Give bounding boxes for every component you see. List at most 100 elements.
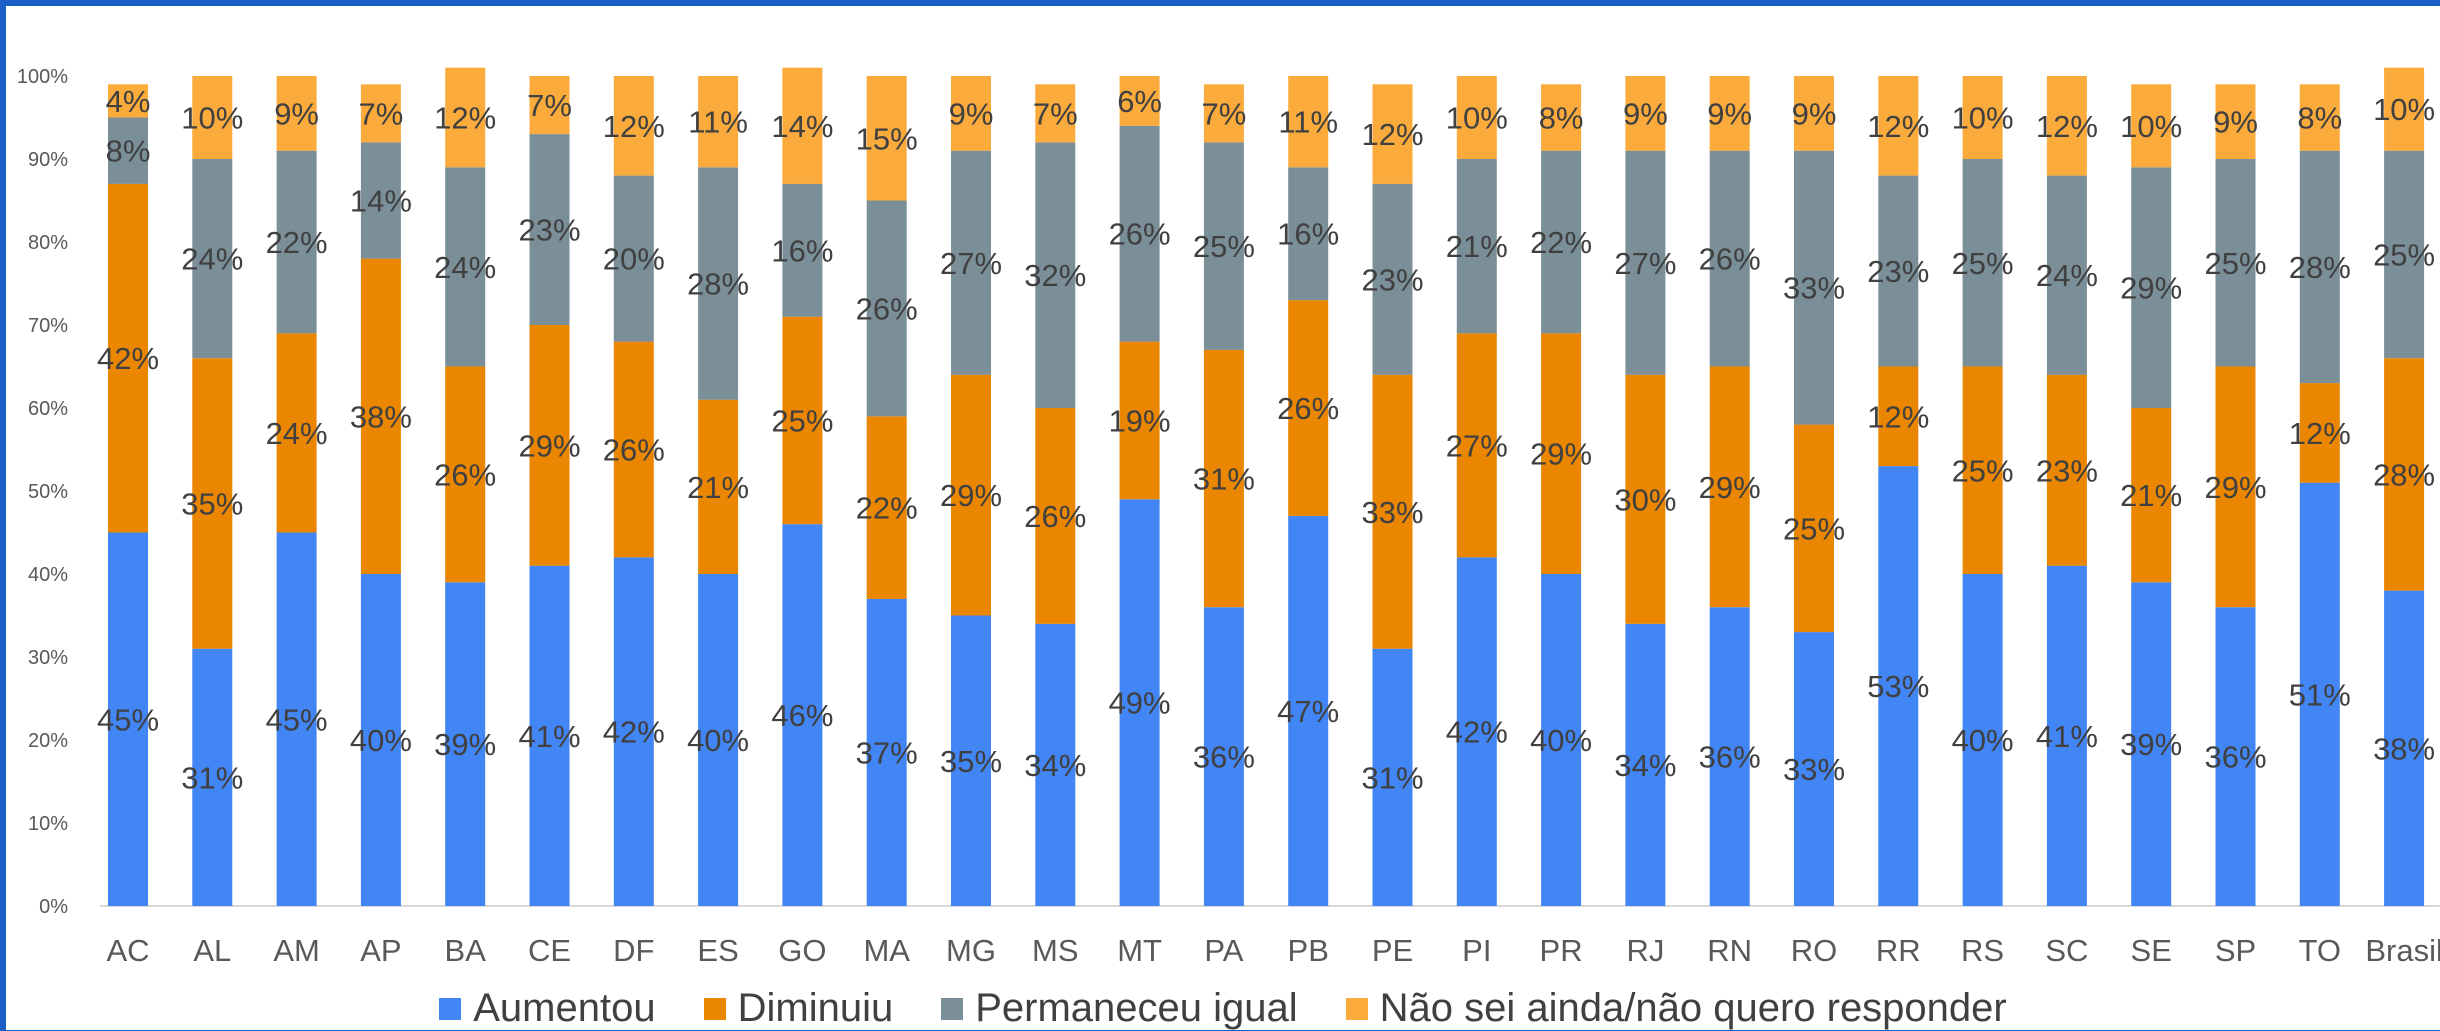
data-label: 35% [940, 744, 1002, 779]
bar-segment [2384, 358, 2425, 591]
data-label: 15% [856, 121, 918, 156]
legend-label: Permaneceu igual [975, 986, 1298, 1030]
data-label: 40% [1530, 723, 1592, 758]
bar-segment [360, 142, 401, 259]
legend-label: Não sei ainda/não quero responder [1379, 986, 2007, 1030]
x-tick-label: RO [1791, 933, 1838, 968]
bar-segment [1541, 84, 1582, 151]
legend-item: Permaneceu igual [941, 986, 1298, 1031]
y-tick-label: 60% [28, 398, 68, 420]
x-tick-label: PR [1540, 933, 1583, 968]
x-tick-label: Brasil [2365, 933, 2440, 968]
bar-segment [1372, 183, 1413, 375]
data-label: 9% [274, 96, 319, 131]
x-tick-label: MS [1032, 933, 1079, 968]
data-label: 26% [603, 433, 665, 468]
data-label: 32% [1024, 258, 1086, 293]
bar-segment [951, 150, 991, 375]
data-label: 34% [1614, 748, 1676, 783]
bar-segment [360, 84, 401, 143]
bar-segment [529, 76, 570, 135]
x-tick-label: GO [778, 933, 826, 968]
bar-segment [698, 76, 739, 168]
data-label: 33% [1361, 495, 1423, 530]
bar-segment [1625, 150, 1666, 375]
bar-segment [1878, 76, 1919, 176]
data-label: 19% [1109, 403, 1171, 438]
bar-segment [782, 67, 823, 184]
data-label: 28% [2373, 457, 2435, 492]
bar-segment [2215, 159, 2256, 367]
data-label: 42% [1446, 715, 1508, 750]
data-label: 34% [1024, 748, 1086, 783]
bar-segment [1288, 300, 1329, 516]
data-label: 12% [434, 101, 496, 136]
x-tick-label: RN [1707, 933, 1752, 968]
data-label: 45% [97, 702, 159, 737]
bar-segment [2046, 374, 2087, 566]
y-tick-label: 50% [28, 481, 68, 503]
bar-segment [529, 325, 570, 566]
data-label: 45% [266, 702, 328, 737]
data-label: 41% [518, 719, 580, 754]
bar-segment [1794, 150, 1834, 425]
bar-segment [1372, 84, 1413, 184]
data-label: 46% [771, 698, 833, 733]
bar-segment [2131, 408, 2172, 583]
x-tick-label: CE [528, 933, 571, 968]
legend-label: Aumentou [473, 986, 656, 1030]
data-label: 16% [1277, 217, 1339, 252]
data-label: 36% [1699, 740, 1761, 775]
data-label: 29% [1699, 470, 1761, 505]
bar-segment [192, 76, 233, 159]
bar-segment [698, 167, 739, 400]
bar-segment [1625, 623, 1666, 906]
x-tick-label: AL [193, 933, 231, 968]
bar-segment [1456, 557, 1497, 906]
y-tick-label: 20% [28, 730, 68, 752]
data-label: 12% [1361, 117, 1423, 152]
bar-segment [1119, 341, 1160, 500]
bar-segment [1962, 159, 2003, 367]
data-label: 16% [771, 233, 833, 268]
data-label: 9% [949, 96, 994, 131]
bar-segment [1456, 159, 1497, 334]
data-label: 39% [2120, 727, 2182, 762]
bar-segment [1709, 366, 1750, 608]
data-label: 33% [1783, 271, 1845, 306]
bar-segment [1541, 150, 1582, 334]
bar-segment [529, 565, 570, 906]
bar-segment [1288, 167, 1329, 301]
data-label: 26% [1699, 242, 1761, 277]
bar-segment [1625, 374, 1666, 624]
data-label: 24% [434, 250, 496, 285]
bar-segment [1962, 366, 2003, 574]
bar-segment [360, 258, 401, 574]
data-label: 10% [1952, 101, 2014, 136]
data-label: 8% [1539, 101, 1584, 136]
legend-item: Aumentou [439, 986, 656, 1031]
bar-segment [866, 200, 907, 417]
data-label: 25% [1193, 229, 1255, 264]
data-label: 42% [97, 341, 159, 376]
bar-segment [1035, 142, 1076, 408]
data-label: 38% [350, 399, 412, 434]
bar-segment [1119, 125, 1160, 342]
bar-segment [1288, 515, 1329, 906]
bar-segment [2131, 582, 2172, 906]
y-tick-label: 70% [28, 315, 68, 337]
bar-segment [192, 159, 233, 359]
bar-segment [1035, 408, 1076, 624]
data-label: 40% [687, 723, 749, 758]
y-tick-label: 80% [28, 232, 68, 254]
data-label: 40% [350, 723, 412, 758]
bar-segment [2215, 607, 2256, 906]
data-label: 9% [1707, 96, 1752, 131]
legend-swatch [703, 997, 726, 1020]
bar-segment [698, 399, 739, 574]
y-tick-label: 40% [28, 564, 68, 586]
data-label: 36% [1193, 740, 1255, 775]
data-label: 10% [1446, 101, 1508, 136]
data-label: 29% [1530, 437, 1592, 472]
data-label: 7% [1033, 96, 1078, 131]
